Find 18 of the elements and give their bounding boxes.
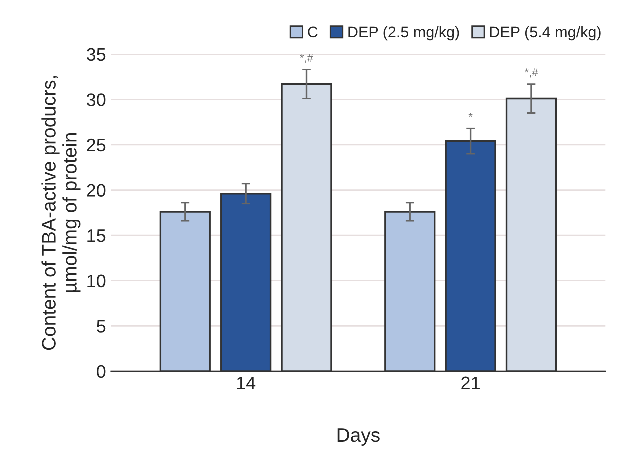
- legend-label: C: [308, 26, 318, 38]
- x-tick-label: 14: [237, 376, 256, 390]
- y-tick-label: 20: [87, 184, 106, 197]
- y-tick-label: 15: [88, 230, 106, 242]
- annotation: *,#: [524, 68, 538, 78]
- annotation: *,#: [300, 54, 314, 64]
- annotation: *: [468, 113, 473, 118]
- x-tick-label: 21: [462, 376, 480, 390]
- y-tick-label: 35: [86, 48, 106, 62]
- y-tick-label: 30: [86, 94, 106, 106]
- y-tick-label: 10: [88, 274, 106, 288]
- y-tick-label: 5: [97, 320, 106, 333]
- legend-label: DEP (5.4 mg/kg): [490, 26, 601, 41]
- x-axis-title: Days: [338, 428, 380, 446]
- y-tick-label: 25: [87, 138, 106, 152]
- y-axis-title: Content of TBA-active producrs, µmol/mg of protein: [42, 76, 81, 350]
- y-tick-label: 0: [97, 365, 106, 378]
- legend-label: DEP (2.5 mg/kg): [348, 26, 460, 41]
